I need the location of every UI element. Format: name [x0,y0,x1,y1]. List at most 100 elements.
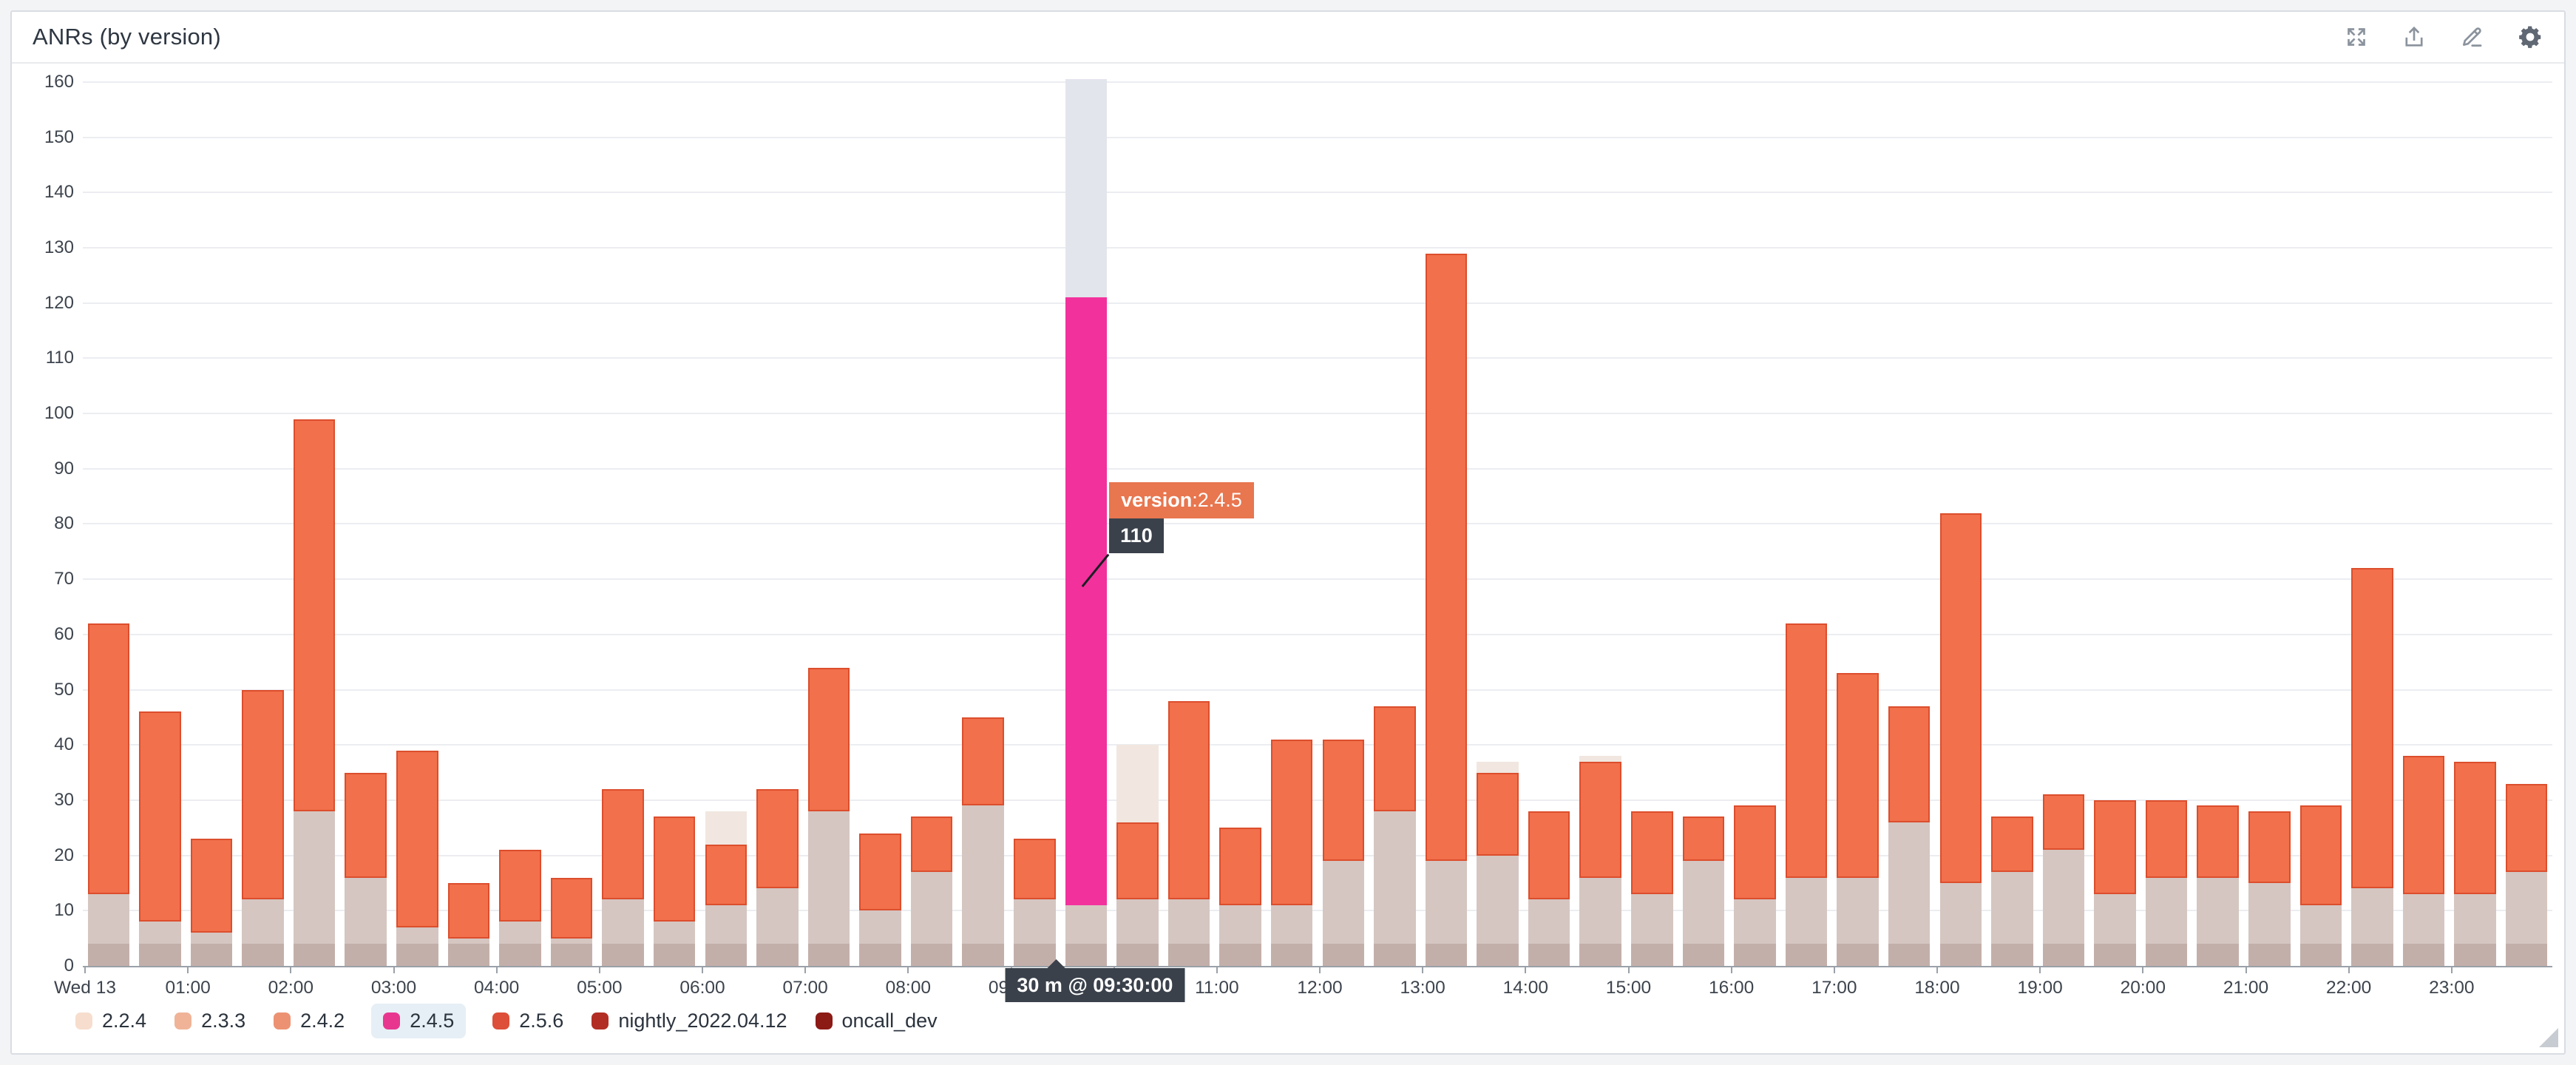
stacked-bar-10:00[interactable] [1116,71,1159,966]
widget-toolbar [2344,24,2543,50]
stacked-bar-07:00[interactable] [807,71,850,966]
bar-segment-muted-dark [910,944,953,966]
gridline [83,523,2552,525]
bar-segment-2.5.6 [87,623,130,894]
legend-item-2.2.4[interactable]: 2.2.4 [74,1004,148,1038]
bar-segment-2.5.6 [447,882,490,939]
stacked-bar-23:30[interactable] [2505,71,2548,966]
stacked-bar-13:00[interactable] [1425,71,1468,966]
expand-icon[interactable] [2344,24,2369,50]
stacked-bar-14:30[interactable] [1579,71,1621,966]
stacked-bar-09:00[interactable] [1014,71,1056,966]
stacked-bar-15:30[interactable] [1682,71,1725,966]
bar-segment-muted-dark [653,944,696,966]
gridline [83,689,2552,691]
x-axis-tick [804,966,807,973]
stacked-bar-16:30[interactable] [1785,71,1828,966]
bar-segment-muted-dark [499,944,541,966]
stacked-bar-17:30[interactable] [1888,71,1931,966]
bar-segment-2.5.6 [705,844,748,905]
stacked-bar-05:30[interactable] [653,71,696,966]
bar-segment-muted-light [1991,872,2033,944]
bar-segment-muted-light [1888,822,1931,944]
stacked-bar-21:00[interactable] [2248,71,2291,966]
bar-segment-muted-light [1631,893,1673,944]
bar-segment-2.5.6 [1631,811,1673,894]
bar-segment-2.5.6 [1579,761,1621,878]
stacked-bar-18:00[interactable] [1939,71,1982,966]
x-axis-label: 07:00 [782,978,828,998]
stacked-bar-22:00[interactable] [2351,71,2393,966]
edit-icon[interactable] [2459,24,2484,50]
stacked-bar-10:30[interactable] [1167,71,1210,966]
stacked-bar-23:00[interactable] [2454,71,2496,966]
bar-segment-2.5.6 [1888,706,1931,822]
stacked-bar-11:30[interactable] [1270,71,1313,966]
stacked-bar-20:00[interactable] [2145,71,2188,966]
y-axis-label: 30 [54,789,74,810]
stacked-bar-19:00[interactable] [2042,71,2085,966]
legend-item-oncall_dev[interactable]: oncall_dev [814,1004,939,1038]
stacked-bar-08:00[interactable] [910,71,953,966]
bar-segment-muted-light [242,899,284,944]
bar-segment-muted-light [1734,899,1776,944]
bar-segment-2.5.6 [2248,811,2291,883]
stacked-bar-18:30[interactable] [1991,71,2033,966]
stacked-bar-13:30[interactable] [1477,71,1519,966]
stacked-bar-03:30[interactable] [447,71,490,966]
bar-segment-muted-dark [1528,944,1570,966]
stacked-bar-05:00[interactable] [602,71,644,966]
stacked-bar-01:00[interactable] [190,71,233,966]
stacked-bar-03:00[interactable] [396,71,438,966]
stacked-bar-00:30[interactable] [139,71,181,966]
stacked-bar-15:00[interactable] [1631,71,1673,966]
settings-icon[interactable] [2517,24,2543,50]
bar-segment-2.5.6 [602,789,644,900]
bar-segment-muted-light [1939,882,1982,944]
y-axis-label: 160 [44,71,74,92]
legend-item-2.3.3[interactable]: 2.3.3 [173,1004,247,1038]
bar-segment-muted-dark [2351,944,2393,966]
stacked-bar-20:30[interactable] [2197,71,2239,966]
stacked-bar-02:30[interactable] [345,71,387,966]
bar-segment-muted-light [2042,850,2085,944]
legend-item-2.4.5[interactable]: 2.4.5 [371,1004,467,1038]
stacked-bar-12:30[interactable] [1374,71,1416,966]
stacked-bar-07:30[interactable] [859,71,901,966]
stacked-bar-04:00[interactable] [499,71,541,966]
legend-item-nightly_2022.04.12[interactable]: nightly_2022.04.12 [590,1004,788,1038]
stacked-bar-16:00[interactable] [1734,71,1776,966]
bar-segment-2.5.6 [550,877,593,939]
bar-segment-muted-dark [345,944,387,966]
export-icon[interactable] [2402,24,2427,50]
stacked-bar-14:00[interactable] [1528,71,1570,966]
stacked-bar-21:30[interactable] [2299,71,2342,966]
stacked-bar-00:00[interactable] [87,71,130,966]
stacked-bar-22:30[interactable] [2402,71,2445,966]
x-axis-tick [1627,966,1630,973]
legend-item-2.4.2[interactable]: 2.4.2 [272,1004,346,1038]
bar-segment-muted-dark [2248,944,2291,966]
legend-item-2.5.6[interactable]: 2.5.6 [491,1004,565,1038]
stacked-bar-11:00[interactable] [1219,71,1261,966]
bar-segment-muted-light [499,922,541,944]
x-axis-label: 03:00 [370,978,417,998]
stacked-bar-06:00[interactable] [705,71,748,966]
bar-segment-muted-dark [2454,944,2496,966]
x-axis-label: 02:00 [268,978,313,998]
gridline [83,854,2552,856]
x-axis-label: 05:00 [577,978,623,998]
bar-segment-muted-light [859,910,901,944]
stacked-bar-01:30[interactable] [242,71,284,966]
stacked-bar-04:30[interactable] [550,71,593,966]
bar-segment-muted-dark [1888,944,1931,966]
resize-handle-icon[interactable] [2539,1028,2558,1047]
legend-label: nightly_2022.04.12 [618,1010,787,1032]
stacked-bar-02:00[interactable] [293,71,336,966]
stacked-bar-06:30[interactable] [756,71,799,966]
stacked-bar-12:00[interactable] [1322,71,1365,966]
stacked-bar-17:00[interactable] [1837,71,1879,966]
stacked-bar-09:30[interactable] [1065,71,1108,966]
stacked-bar-19:30[interactable] [2094,71,2136,966]
stacked-bar-08:30[interactable] [962,71,1004,966]
